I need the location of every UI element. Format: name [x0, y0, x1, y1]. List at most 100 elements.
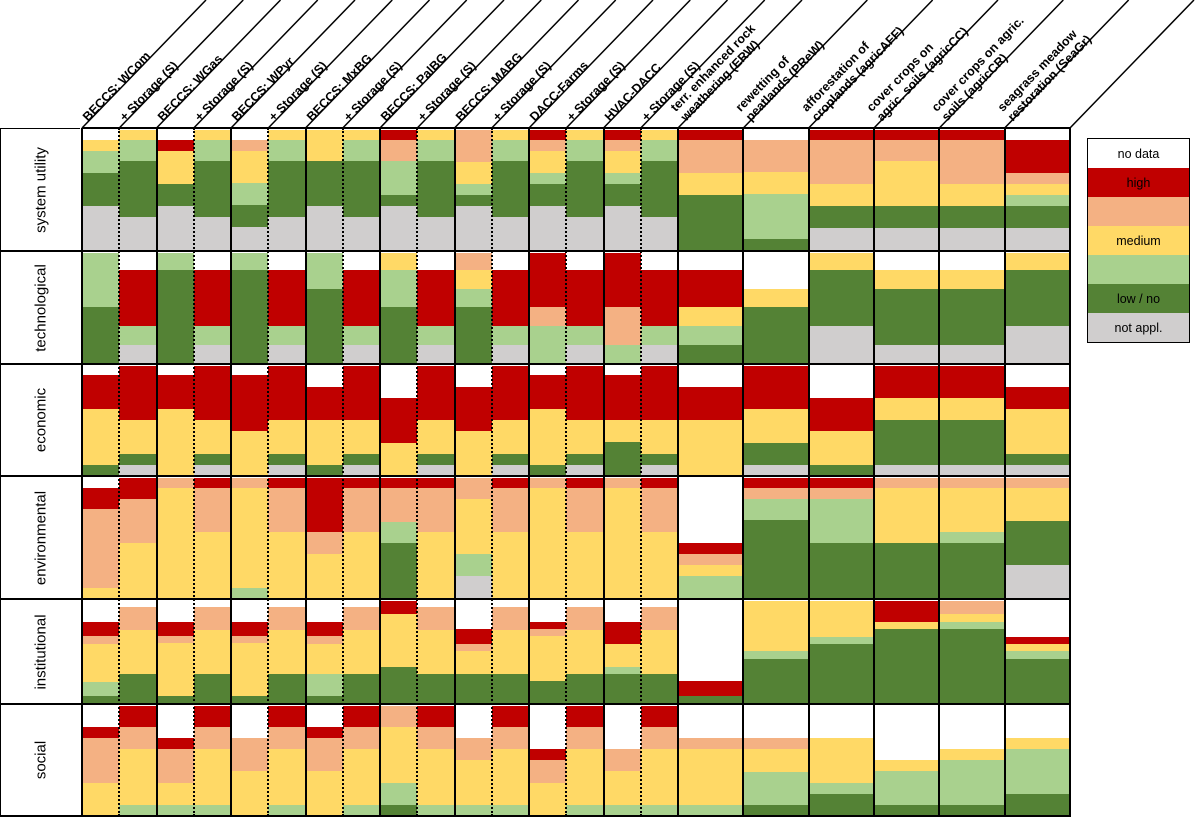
bar-segment-medium-high [82, 737, 120, 783]
bar-segment-low-medium [743, 771, 809, 805]
bar-segment-medium [342, 532, 380, 599]
stacked-bar-cell [454, 601, 492, 704]
bar-segment-not-appl- [193, 464, 231, 476]
bar-segment-no-data [939, 706, 1005, 749]
bar-segment-low-no [939, 543, 1005, 599]
grid-row-divider [82, 127, 1071, 129]
bar-segment-medium [454, 759, 492, 805]
bar-segment-no-data [305, 706, 343, 727]
bar-segment-high [268, 366, 306, 420]
bar-segment-high [417, 269, 455, 327]
stacked-bar-cell [342, 478, 380, 599]
stacked-bar-cell [268, 253, 306, 364]
legend-item: low / no [1088, 284, 1189, 313]
bar-segment-high [808, 130, 874, 140]
bar-segment-low-no [529, 183, 567, 206]
bar-segment-high [305, 478, 343, 533]
bar-segment-medium [417, 419, 455, 454]
bar-segment-medium [491, 532, 529, 599]
bar-segment-medium [566, 419, 604, 454]
bar-segment-medium [193, 629, 231, 675]
bar-segment-medium-high [678, 737, 744, 749]
stacked-bar-cell [342, 366, 380, 476]
legend-label: medium [1116, 233, 1161, 248]
bar-segment-medium [640, 130, 678, 140]
bar-segment-no-data [82, 601, 120, 622]
bar-segment-medium [231, 643, 269, 696]
stacked-bar-cell [566, 601, 604, 704]
bar-segment-medium-high [268, 607, 306, 630]
bar-segment-medium [743, 172, 809, 195]
bar-segment-no-data [1004, 366, 1070, 387]
bar-segment-low-no [380, 543, 418, 599]
bar-segment-medium-high [119, 498, 157, 544]
header-divider-line [677, 0, 803, 129]
bar-segment-not-appl- [268, 464, 306, 476]
bar-segment-high [268, 478, 306, 488]
stacked-bar-cell [1004, 366, 1070, 476]
legend-label: high [1126, 175, 1151, 190]
stacked-bar-cell [529, 601, 567, 704]
header-divider-line [565, 0, 691, 129]
stacked-bar-cell [678, 253, 744, 364]
bar-segment-low-no [156, 183, 194, 206]
stacked-bar-cell [454, 478, 492, 599]
bar-segment-low-no [119, 161, 157, 218]
bar-segment-medium [678, 307, 744, 327]
stacked-bar-cell [743, 706, 809, 816]
stacked-bar-cell [491, 366, 529, 476]
stacked-bar-cell [529, 130, 567, 251]
bar-segment-low-no [566, 161, 604, 218]
bar-segment-low-no [640, 453, 678, 465]
stacked-bar-cell [454, 706, 492, 816]
legend-label: not appl. [1114, 320, 1163, 335]
bar-segment-no-data [82, 706, 120, 727]
stacked-bar-cell [743, 253, 809, 364]
bar-segment-medium-high [380, 139, 418, 162]
bar-segment-low-medium [454, 554, 492, 576]
bar-segment-medium [1004, 183, 1070, 195]
bar-segment-not-appl- [640, 464, 678, 476]
bar-segment-low-medium [380, 782, 418, 805]
bar-segment-medium [454, 651, 492, 675]
grid-column-divider [155, 128, 158, 816]
bar-segment-medium [808, 601, 874, 638]
bar-segment-low-medium [939, 532, 1005, 544]
stacked-bar-cell [417, 366, 455, 476]
bar-segment-medium [454, 161, 492, 184]
bar-segment-medium [417, 130, 455, 140]
header-divider-line [453, 0, 580, 129]
stacked-bar-cell [808, 253, 874, 364]
bar-segment-medium [640, 629, 678, 675]
stacked-bar-cell [566, 478, 604, 599]
bar-segment-medium [193, 130, 231, 140]
stacked-bar-cell [342, 253, 380, 364]
bar-segment-medium [529, 782, 567, 816]
bar-segment-not-appl- [380, 206, 418, 251]
header-divider-line [938, 0, 1064, 129]
stacked-bar-cell [305, 253, 343, 364]
grid-column-divider [341, 128, 344, 816]
bar-segment-high [82, 726, 120, 738]
row-label-text: economic [32, 387, 49, 453]
bar-segment-high [1004, 637, 1070, 645]
bar-segment-low-medium [82, 150, 120, 173]
bar-segment-low-medium [417, 804, 455, 816]
grid-row-divider [0, 598, 1071, 600]
bar-segment-medium [82, 409, 120, 465]
header-divider-line [81, 0, 207, 129]
bar-segment-no-data [743, 253, 809, 289]
bar-segment-low-medium [305, 673, 343, 696]
bar-segment-medium [268, 419, 306, 454]
stacked-bar-cell [82, 601, 120, 704]
bar-segment-low-no [743, 520, 809, 599]
bar-segment-medium [380, 726, 418, 783]
bar-segment-high [603, 253, 641, 308]
bar-segment-not-appl- [566, 464, 604, 476]
bar-segment-low-no [939, 288, 1005, 346]
bar-segment-medium [491, 419, 529, 454]
bar-segment-medium [529, 150, 567, 173]
bar-segment-not-appl- [454, 575, 492, 599]
bar-segment-medium [566, 629, 604, 675]
stacked-bar-cell [640, 130, 678, 251]
